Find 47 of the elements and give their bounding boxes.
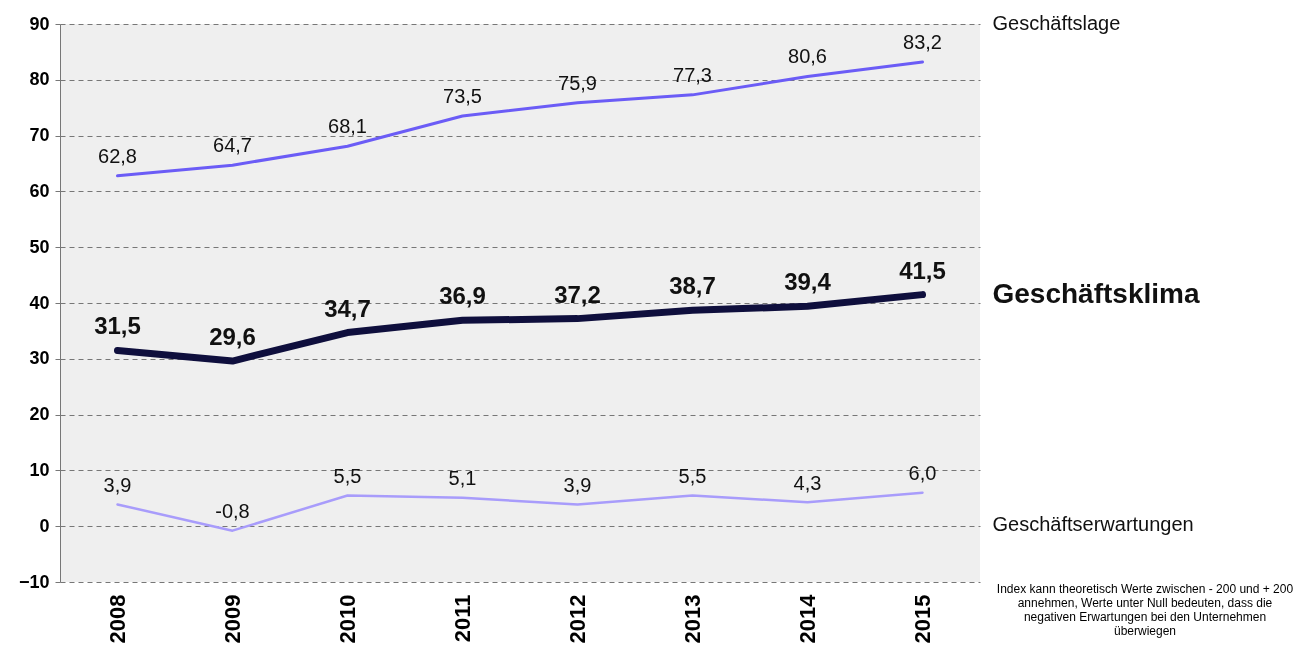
- data-label: 73,5: [443, 85, 482, 108]
- data-label: 3,9: [103, 473, 132, 496]
- data-label: 38,7: [669, 272, 716, 300]
- data-label: 4,3: [793, 471, 822, 494]
- data-label: 36,9: [439, 282, 486, 310]
- x-tick-label: 2010: [335, 594, 360, 644]
- x-tick-label: 2012: [565, 594, 590, 644]
- data-label: 5,5: [333, 465, 362, 488]
- y-tick-label: 70: [29, 125, 50, 146]
- data-label: 3,9: [563, 473, 592, 496]
- y-tick-label: 80: [29, 69, 50, 90]
- data-label: 31,5: [94, 312, 141, 340]
- data-label: 5,1: [448, 467, 477, 490]
- data-label: 64,7: [213, 134, 252, 157]
- y-tick-label: −10: [18, 571, 50, 592]
- x-tick-label: 2013: [680, 594, 705, 644]
- y-tick-label: 90: [29, 13, 50, 34]
- y-tick-label: 50: [29, 236, 50, 257]
- x-tick-label: 2008: [105, 594, 130, 644]
- x-tick-label: 2011: [450, 594, 475, 643]
- x-tick-label: 2009: [220, 594, 245, 644]
- x-tick-label: 2015: [910, 594, 935, 644]
- data-label: 62,8: [98, 144, 137, 167]
- text: Geschäftslage: [992, 11, 1121, 34]
- y-tick-label: 30: [29, 348, 50, 369]
- data-label: 83,2: [903, 30, 942, 53]
- y-tick-label: 10: [29, 459, 50, 480]
- data-label: 75,9: [558, 71, 597, 94]
- data-label: -0,8: [215, 500, 250, 523]
- y-tick-label: 0: [39, 515, 50, 536]
- text: Index kann theoretisch Werte zwischen - 200 und + 200 annehmen, Werte unter Null bedeuten, dass die negativen Erwartungen bei den Unternehmen überwiegen: [995, 582, 1295, 638]
- data-label: 39,4: [784, 268, 832, 296]
- data-label: 5,5: [678, 465, 707, 488]
- y-tick-label: 40: [29, 292, 50, 313]
- data-label: 34,7: [324, 294, 371, 322]
- data-label: 68,1: [328, 115, 367, 138]
- data-label: 80,6: [788, 45, 827, 68]
- text: Geschäftserwartungen: [992, 512, 1194, 535]
- y-tick-label: 20: [29, 404, 50, 425]
- data-label: 37,2: [554, 280, 601, 308]
- data-label: 29,6: [209, 323, 256, 351]
- y-tick-label: 60: [29, 180, 50, 201]
- x-tick-label: 2014: [795, 593, 820, 644]
- data-label: 77,3: [673, 63, 712, 86]
- data-label: 41,5: [899, 256, 946, 284]
- text: Geschäftsklima: [992, 277, 1200, 309]
- data-label: 6,0: [908, 462, 937, 485]
